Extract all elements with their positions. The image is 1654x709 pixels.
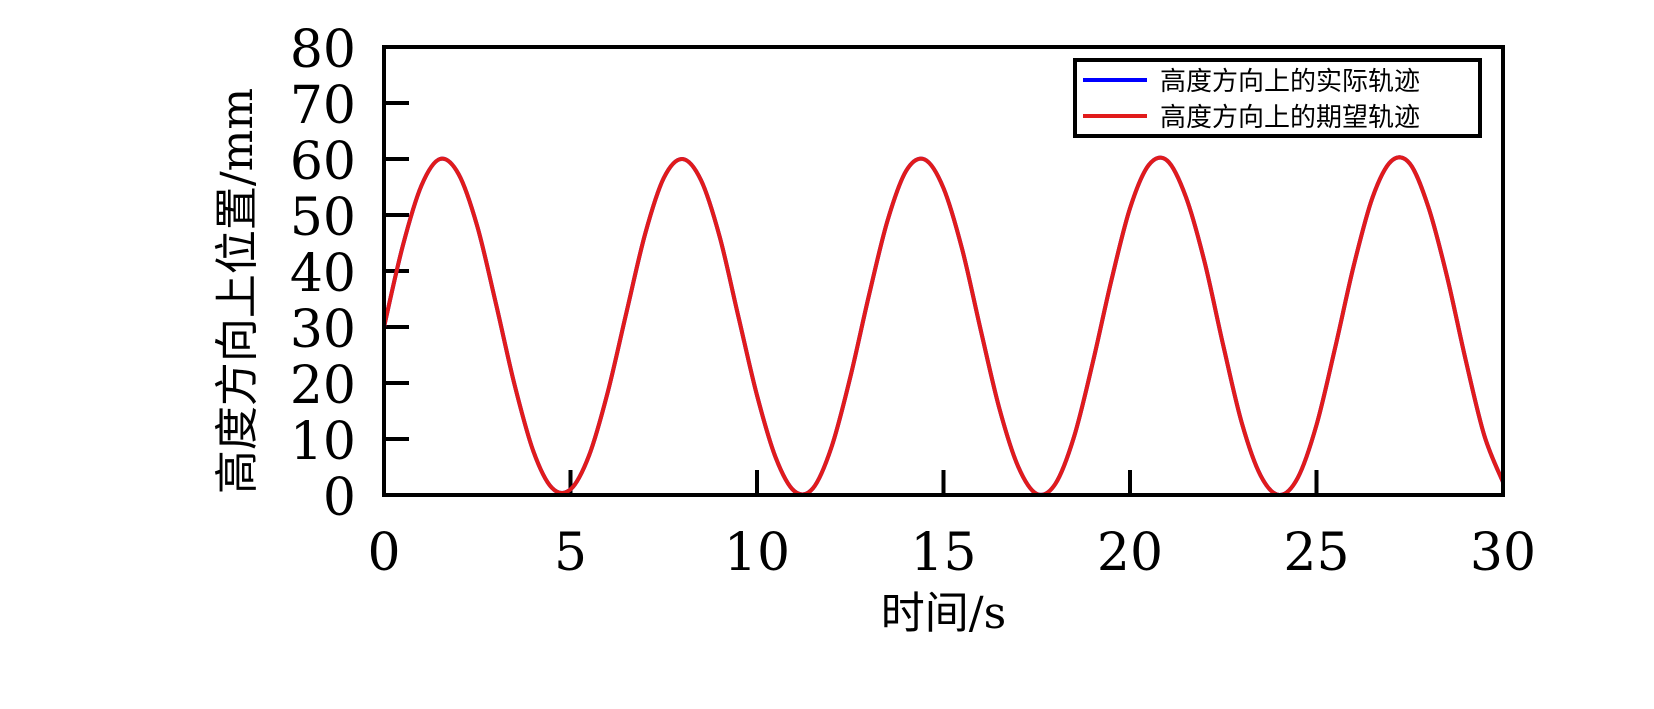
y-axis-label: 高度方向上位置/mm bbox=[212, 88, 263, 494]
legend-label-expected: 高度方向上的期望轨迹 bbox=[1160, 103, 1420, 133]
series-line-expected bbox=[382, 155, 1505, 497]
y-tick-label: 0 bbox=[323, 468, 356, 528]
x-tick-label: 30 bbox=[1470, 523, 1536, 583]
x-tick-label: 15 bbox=[910, 523, 976, 583]
y-tick-label: 50 bbox=[290, 188, 356, 248]
plot-frame bbox=[382, 45, 1505, 497]
x-tick-label: 5 bbox=[554, 523, 587, 583]
x-tick-labels: 0 5 10 15 20 25 30 bbox=[367, 523, 1536, 583]
ticks-layer bbox=[384, 101, 1319, 495]
y-tick-label: 80 bbox=[290, 20, 356, 80]
legend-label-actual: 高度方向上的实际轨迹 bbox=[1160, 67, 1420, 97]
x-tick-label: 20 bbox=[1097, 523, 1163, 583]
y-tick-label: 60 bbox=[290, 132, 356, 192]
x-tick-label: 10 bbox=[724, 523, 790, 583]
series-layer bbox=[382, 155, 1505, 497]
y-tick-label: 70 bbox=[290, 76, 356, 136]
legend-box bbox=[1073, 58, 1482, 138]
y-tick-label: 40 bbox=[290, 244, 356, 304]
y-tick-label: 30 bbox=[290, 300, 356, 360]
x-axis-label: 时间/s bbox=[881, 588, 1006, 639]
x-tick-label: 0 bbox=[367, 523, 400, 583]
y-tick-label: 20 bbox=[290, 356, 356, 416]
x-tick-label: 25 bbox=[1283, 523, 1349, 583]
legend: 高度方向上的实际轨迹 高度方向上的期望轨迹 bbox=[1073, 58, 1482, 138]
y-tick-label: 10 bbox=[290, 412, 356, 472]
